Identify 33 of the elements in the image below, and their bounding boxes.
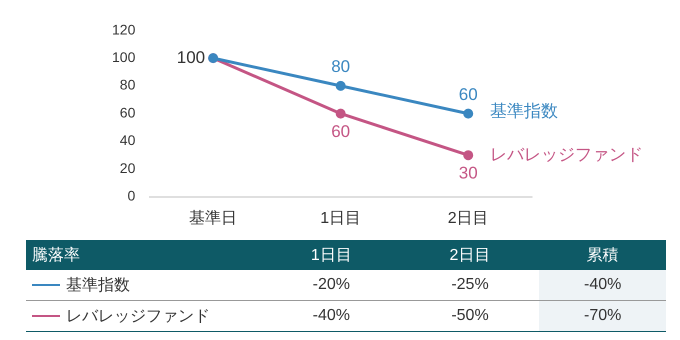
category-label: 2日目 bbox=[448, 246, 492, 266]
y-tick-label: 100 bbox=[112, 48, 136, 65]
text: -70% bbox=[584, 307, 622, 324]
category-label: 1日目 bbox=[310, 246, 353, 266]
x-tick-label: 2日目 bbox=[448, 210, 489, 227]
point bbox=[463, 108, 474, 119]
series-label: 基準指数 bbox=[490, 101, 558, 120]
category-label: レバレッジファンド bbox=[66, 308, 210, 324]
y-tick-label: 20 bbox=[120, 160, 136, 176]
y-tick-label: 120 bbox=[112, 21, 136, 38]
series-label: レバレッジファンド bbox=[490, 144, 644, 164]
text: 騰落率 bbox=[31, 246, 81, 266]
text: -20% bbox=[312, 276, 350, 293]
y-tick-label: 40 bbox=[120, 132, 136, 148]
text: -25% bbox=[451, 276, 489, 293]
text: -40% bbox=[584, 276, 622, 293]
point bbox=[336, 80, 346, 91]
point bbox=[336, 108, 346, 119]
y-tick-label: 80 bbox=[120, 76, 136, 93]
category-label: 累積 bbox=[586, 246, 620, 266]
text: -50% bbox=[451, 307, 489, 324]
data-label: 60 bbox=[331, 122, 350, 141]
y-tick-label: 0 bbox=[128, 188, 136, 204]
data-label: 80 bbox=[331, 57, 350, 76]
x-tick-label: 基準日 bbox=[189, 208, 238, 227]
data-label: 100 bbox=[176, 48, 206, 67]
point bbox=[463, 150, 474, 160]
data-label: 30 bbox=[458, 163, 478, 182]
text: -40% bbox=[312, 307, 350, 324]
data-label: 60 bbox=[458, 84, 478, 104]
category-label: 基準指数 bbox=[66, 276, 130, 294]
x-tick-label: 1日目 bbox=[320, 210, 362, 227]
y-tick-label: 60 bbox=[120, 104, 136, 120]
